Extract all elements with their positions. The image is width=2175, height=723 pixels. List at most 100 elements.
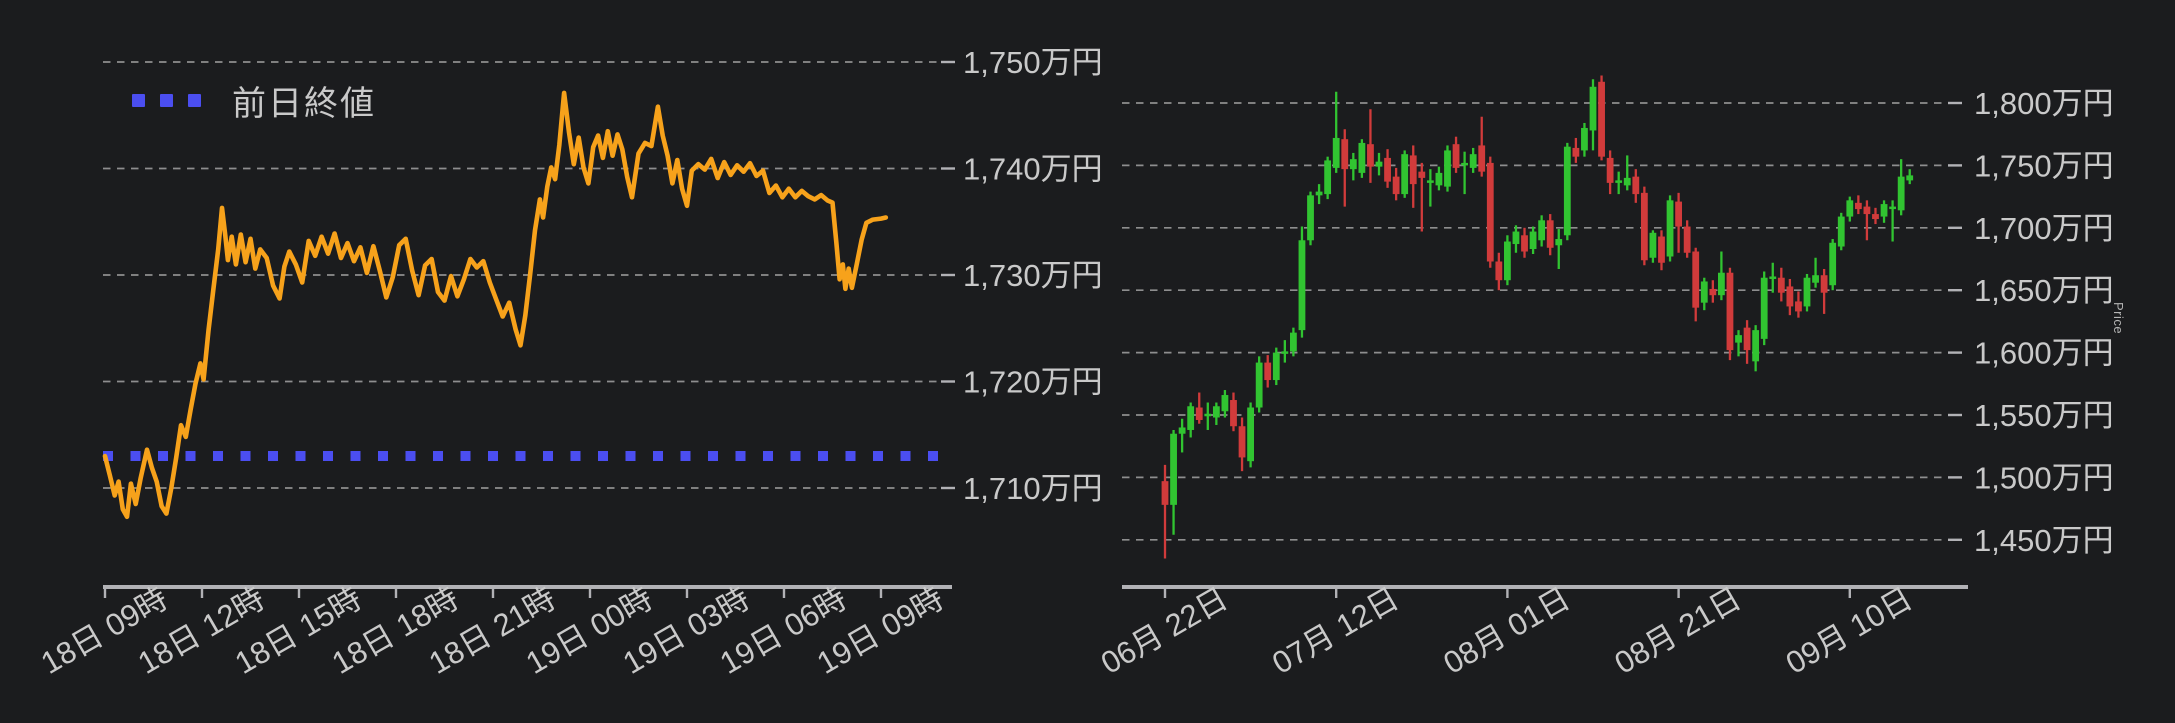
candle-body [1358, 142, 1366, 173]
daily-candlestick-chart: 1,800万円 1,750万円 1,700万円 1,650万円 1,600万円 1,550… [1095, 75, 2114, 681]
candle [1401, 150, 1409, 198]
candle [1332, 91, 1340, 173]
candle-body [1735, 335, 1742, 343]
candle-body [1486, 162, 1494, 262]
candle [1315, 184, 1323, 205]
y-axis-label: 1,450万円 [1974, 523, 2114, 558]
candle-body [1777, 277, 1785, 293]
candle-body [1692, 251, 1700, 308]
candle [1880, 200, 1888, 223]
candle [1461, 151, 1468, 195]
candle [1418, 162, 1426, 232]
candle [1341, 129, 1349, 207]
candle-body [1872, 214, 1879, 220]
candle-body [1846, 200, 1854, 217]
candle-body [1341, 139, 1349, 170]
candle-body [1392, 176, 1400, 195]
candle-body [1367, 144, 1374, 167]
candle [1906, 169, 1914, 185]
candle-body [1555, 239, 1563, 246]
candle [1230, 392, 1237, 432]
candle-body [1572, 147, 1580, 157]
candle [1264, 355, 1272, 388]
candle [1726, 267, 1734, 361]
candle-body [1632, 176, 1640, 195]
candle-body [1683, 226, 1691, 253]
candle [1555, 229, 1563, 269]
candle-body [1504, 241, 1511, 281]
candle [1546, 214, 1554, 256]
candle-body [1221, 395, 1229, 412]
candle-body [1332, 137, 1340, 168]
prev-close-legend-label: 前日終値 [232, 84, 376, 123]
price-line [102, 90, 889, 520]
candle-body [1255, 362, 1263, 408]
candle [1718, 251, 1725, 301]
candle [1760, 271, 1768, 346]
candle-body [1709, 288, 1717, 296]
candle-body [1298, 240, 1306, 331]
prev-close-dotted-swatch-icon [132, 93, 216, 107]
candle-body [1495, 261, 1503, 281]
candle-body [1880, 204, 1888, 217]
candle-body [1649, 232, 1657, 258]
candle [1632, 169, 1640, 203]
candle [1349, 152, 1357, 181]
candle-body [1529, 231, 1537, 250]
price-axis-title: Price [2111, 302, 2126, 335]
candle [1375, 152, 1383, 176]
candle [1589, 79, 1597, 151]
candle [1444, 145, 1451, 192]
candle [1221, 390, 1229, 418]
candle-body [1538, 220, 1546, 241]
candle [1187, 402, 1195, 438]
candle-body [1743, 327, 1751, 351]
candle [1640, 186, 1648, 266]
y-axis-label: 1,750万円 [1974, 148, 2114, 183]
candle [1897, 159, 1905, 216]
candle [1572, 137, 1580, 163]
y-axis-label: 1,730万円 [963, 258, 1103, 293]
candle-body [1324, 160, 1332, 195]
candle-body [1829, 242, 1837, 286]
candle [1272, 347, 1280, 386]
candle-body [1178, 427, 1186, 434]
candle-body [1444, 150, 1451, 187]
candle-body [1238, 426, 1246, 458]
y-axis-label: 1,750万円 [963, 45, 1103, 80]
candle [1846, 196, 1854, 222]
candle [1238, 417, 1246, 472]
candle [1247, 402, 1254, 468]
candle [1504, 235, 1511, 286]
candle-body [1589, 86, 1597, 131]
candle [1666, 195, 1674, 262]
y-axis-label: 1,500万円 [1974, 460, 2114, 495]
candle [1521, 227, 1528, 258]
candle-body [1521, 235, 1528, 252]
candle [1469, 147, 1477, 173]
candle [1615, 171, 1623, 195]
y-axis-label: 1,600万円 [1974, 336, 2114, 371]
candle [1658, 230, 1665, 271]
candle-body [1623, 177, 1631, 186]
candle-body [1204, 413, 1212, 417]
candle-body [1760, 277, 1768, 339]
candle [1837, 212, 1845, 251]
legend-dot-icon [132, 93, 145, 107]
candle-body [1598, 81, 1605, 157]
candle [1281, 340, 1289, 363]
candle [1486, 156, 1494, 268]
candle [1409, 145, 1417, 208]
candle [1709, 280, 1717, 303]
candle [1606, 150, 1614, 195]
candle [1495, 252, 1503, 291]
candle [1795, 291, 1802, 318]
candle [1598, 75, 1605, 161]
candle [1777, 267, 1785, 302]
candle [1426, 169, 1434, 207]
candle-body [1401, 154, 1409, 195]
candle-body [1461, 162, 1468, 166]
candle-body [1615, 180, 1623, 183]
